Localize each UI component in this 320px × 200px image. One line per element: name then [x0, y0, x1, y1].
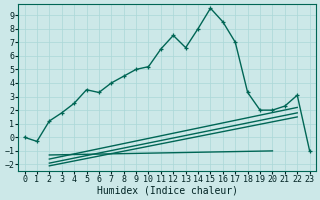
X-axis label: Humidex (Indice chaleur): Humidex (Indice chaleur) — [97, 186, 237, 196]
